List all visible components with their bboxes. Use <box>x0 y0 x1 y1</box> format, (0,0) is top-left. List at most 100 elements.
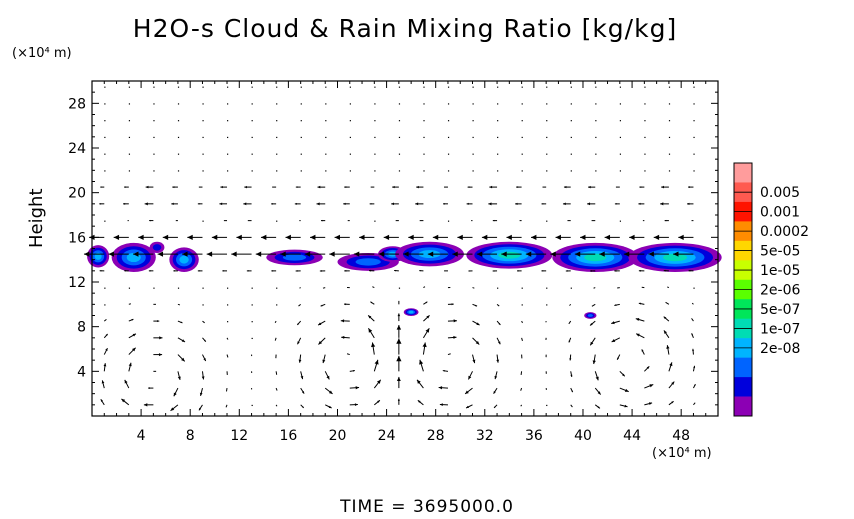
wind-arrowhead <box>629 234 635 240</box>
wind-arrowhead <box>222 270 225 272</box>
wind-arrowhead <box>468 270 470 272</box>
wind-arrowhead <box>614 304 617 306</box>
wind-arrowhead <box>396 338 402 344</box>
wind-arrowhead <box>271 202 273 205</box>
wind-vector <box>374 103 376 105</box>
wind-vector <box>128 86 131 88</box>
colorbar-label: 5e-05 <box>760 244 800 260</box>
wind-arrowhead <box>131 319 134 321</box>
wind-arrowhead <box>121 398 126 403</box>
wind-vector <box>104 120 106 122</box>
wind-arrowhead <box>344 269 347 272</box>
wind-arrowhead <box>494 375 498 380</box>
wind-arrowhead <box>467 186 470 188</box>
wind-vector <box>177 287 180 289</box>
wind-arrowhead <box>422 342 427 348</box>
wind-arrowhead <box>476 322 480 326</box>
wind-vector <box>104 136 106 139</box>
wind-arrowhead <box>555 234 561 240</box>
wind-arrowhead <box>295 270 298 272</box>
wind-vector <box>374 86 376 88</box>
wind-arrowhead <box>489 185 493 189</box>
wind-arrowhead <box>494 406 496 408</box>
wind-arrowhead <box>638 202 641 205</box>
wind-vector <box>276 220 278 222</box>
wind-vector <box>619 136 622 139</box>
wind-vector <box>128 287 131 289</box>
wind-vector <box>644 120 646 122</box>
wind-arrowhead <box>590 341 594 346</box>
wind-vector <box>251 321 253 323</box>
wind-vector <box>225 404 228 408</box>
wind-arrowhead <box>451 303 454 306</box>
wind-arrowhead <box>565 270 568 272</box>
wind-vector <box>570 153 572 155</box>
wind-arrowhead <box>635 318 640 322</box>
wind-arrowhead <box>664 219 667 222</box>
x-tick-label: 24 <box>378 428 396 444</box>
wind-arrowhead <box>541 270 544 272</box>
wind-arrowhead <box>442 369 445 372</box>
wind-arrowhead <box>492 219 495 222</box>
wind-vector <box>104 86 106 88</box>
wind-vector <box>497 170 499 172</box>
wind-vector <box>225 388 228 392</box>
wind-arrowhead <box>157 251 164 257</box>
wind-arrowhead <box>599 251 605 257</box>
wind-vector <box>693 136 695 139</box>
wind-arrowhead <box>394 269 396 272</box>
wind-vector <box>447 153 450 155</box>
wind-arrowhead <box>397 313 401 317</box>
wind-arrowhead <box>648 402 653 405</box>
wind-arrowhead <box>550 251 556 257</box>
wind-vector <box>276 304 278 306</box>
wind-vector <box>595 86 597 88</box>
wind-vector <box>325 86 327 88</box>
wind-arrowhead <box>415 202 419 206</box>
wind-vector <box>177 303 181 306</box>
wind-arrowhead <box>374 359 379 365</box>
wind-vector <box>644 136 646 139</box>
wind-vector <box>325 153 327 155</box>
wind-vector <box>300 170 302 172</box>
wind-arrowhead <box>671 401 674 404</box>
wind-vector <box>153 120 155 122</box>
wind-vector <box>251 170 253 172</box>
wind-vector <box>300 136 302 139</box>
wind-arrowhead <box>419 359 424 365</box>
wind-arrowhead <box>297 322 300 325</box>
wind-vector <box>275 371 278 375</box>
wind-arrowhead <box>691 333 694 336</box>
colorbar-swatch <box>734 163 752 183</box>
wind-vector <box>202 136 204 139</box>
wind-arrowhead <box>353 251 360 257</box>
wind-arrowhead <box>466 202 469 205</box>
wind-arrowhead <box>369 203 372 205</box>
wind-vector <box>227 170 229 172</box>
wind-vector <box>276 120 278 122</box>
wind-vector <box>276 170 278 172</box>
wind-arrowhead <box>318 322 322 326</box>
colorbar-label: 1e-07 <box>760 321 800 337</box>
wind-vector <box>447 136 450 139</box>
wind-arrowhead <box>271 270 274 272</box>
wind-vector <box>300 153 302 155</box>
wind-arrowhead <box>624 404 628 408</box>
wind-vector <box>298 303 301 307</box>
wind-vector <box>497 120 499 122</box>
wind-arrowhead <box>597 391 601 395</box>
wind-arrowhead <box>203 358 206 362</box>
wind-vector <box>349 170 351 172</box>
wind-vector <box>619 153 622 155</box>
wind-arrowhead <box>496 359 500 363</box>
wind-vector <box>325 170 327 172</box>
wind-vector <box>374 136 376 139</box>
wind-vector <box>546 404 548 407</box>
wind-vector <box>472 103 474 105</box>
wind-arrowhead <box>587 202 591 206</box>
wind-arrowhead <box>468 375 472 380</box>
wind-arrowhead <box>157 320 160 323</box>
wind-arrowhead <box>661 185 664 189</box>
wind-arrowhead <box>344 303 347 306</box>
wind-arrowhead <box>100 399 104 402</box>
